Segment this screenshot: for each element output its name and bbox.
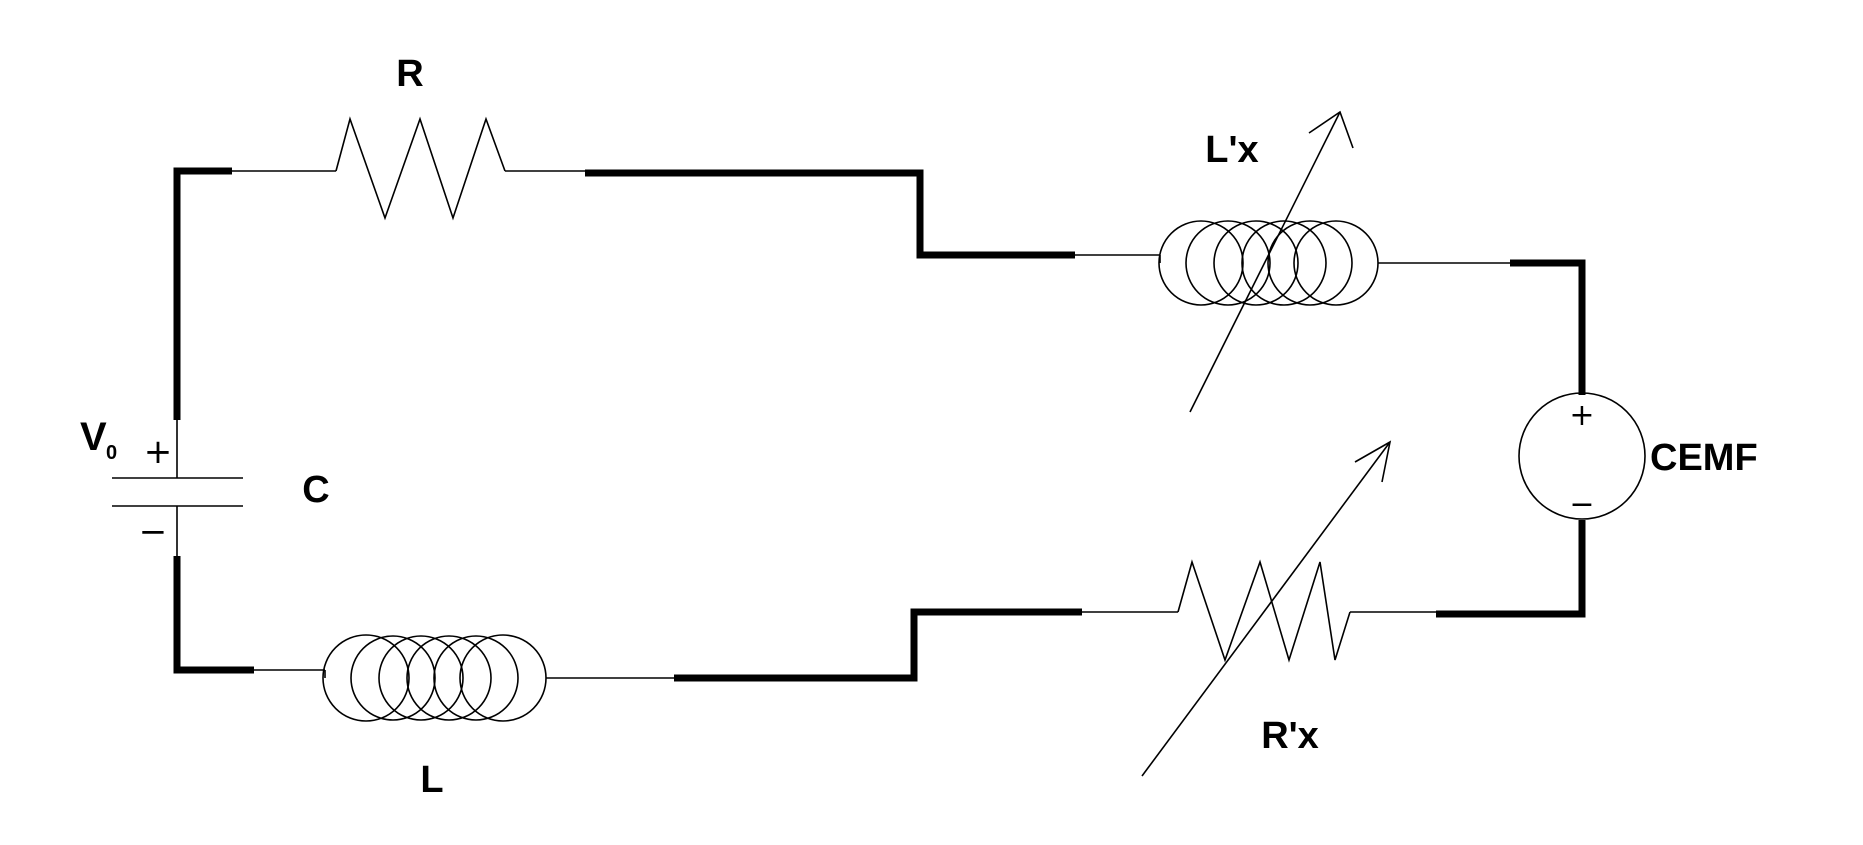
cemf-plus-sign: + xyxy=(1569,398,1594,433)
variable-resistor-rx-label: R'x xyxy=(1261,715,1319,757)
source-voltage-label: V 0 xyxy=(80,415,117,464)
resistor-r-symbol xyxy=(335,116,506,221)
variable-resistor-arrow xyxy=(1141,440,1392,777)
inductor-l-label: L xyxy=(420,759,443,801)
variable-resistor-rx-symbol xyxy=(1177,559,1351,663)
wire-bottom-left xyxy=(173,556,254,674)
source-voltage-letter: V xyxy=(80,415,107,459)
thin-wires xyxy=(176,170,1510,679)
source-voltage-subscript: 0 xyxy=(106,442,117,464)
variable-inductor-lx-label: L'x xyxy=(1205,129,1258,171)
wire-top-middle xyxy=(585,169,1075,259)
wire-bottom-middle xyxy=(674,608,1082,682)
inductor-l-symbol xyxy=(322,634,547,722)
cemf-source-symbol xyxy=(1518,392,1646,520)
cemf-label: CEMF xyxy=(1650,437,1758,479)
variable-inductor-lx-symbol xyxy=(1158,220,1379,306)
thick-wires xyxy=(173,167,1586,682)
capacitor-c-symbol xyxy=(112,477,243,507)
wire-right-top xyxy=(1510,259,1586,395)
capacitor-c-label: C xyxy=(302,469,329,511)
capacitor-plus-sign: + xyxy=(144,432,173,472)
wire-right-bottom xyxy=(1436,520,1586,618)
resistor-r-label: R xyxy=(396,53,423,95)
variable-inductor-arrow xyxy=(1189,110,1354,413)
cemf-minus-sign: − xyxy=(1569,487,1594,522)
wire-top-left xyxy=(173,167,232,420)
capacitor-minus-sign: − xyxy=(139,512,168,552)
